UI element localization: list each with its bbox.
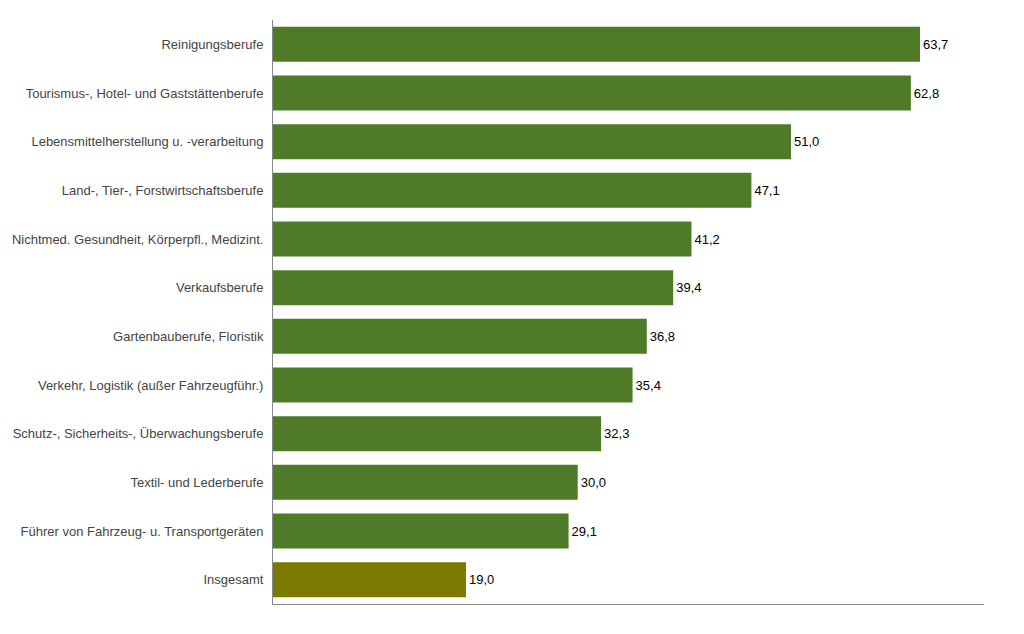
svg-text:39,4: 39,4: [676, 280, 701, 295]
svg-text:29,1: 29,1: [572, 524, 597, 539]
svg-text:35,4: 35,4: [636, 378, 661, 393]
svg-text:Insgesamt: Insgesamt: [203, 572, 263, 587]
svg-text:Gartenbauberufe, Floristik: Gartenbauberufe, Floristik: [113, 329, 264, 344]
svg-text:Land-, Tier-, Forstwirtschafts: Land-, Tier-, Forstwirtschaftsberufe: [62, 183, 264, 198]
svg-text:Verkehr, Logistik (außer Fahrz: Verkehr, Logistik (außer Fahrzeugführ.): [38, 378, 263, 393]
svg-text:62,8: 62,8: [914, 86, 939, 101]
svg-text:30,0: 30,0: [581, 475, 606, 490]
svg-text:36,8: 36,8: [650, 329, 675, 344]
svg-text:Nichtmed. Gesundheit, Körperpf: Nichtmed. Gesundheit, Körperpfl., Medizi…: [12, 232, 263, 247]
svg-text:Tourismus-, Hotel- und Gaststä: Tourismus-, Hotel- und Gaststättenberufe: [26, 86, 264, 101]
svg-text:47,1: 47,1: [754, 183, 779, 198]
svg-text:Textil- und Lederberufe: Textil- und Lederberufe: [130, 475, 263, 490]
svg-text:63,7: 63,7: [923, 37, 948, 52]
svg-text:Reinigungsberufe: Reinigungsberufe: [161, 37, 263, 52]
svg-text:Schutz-, Sicherheits-, Überwac: Schutz-, Sicherheits-, Überwachungsberuf…: [13, 426, 264, 441]
svg-text:19,0: 19,0: [469, 572, 494, 587]
svg-text:Verkaufsberufe: Verkaufsberufe: [176, 280, 263, 295]
svg-text:Lebensmittelherstellung u. -ve: Lebensmittelherstellung u. -verarbeitung: [31, 134, 263, 149]
svg-text:Führer von Fahrzeug- u. Transp: Führer von Fahrzeug- u. Transportgeräten: [21, 524, 264, 539]
svg-text:41,2: 41,2: [694, 232, 719, 247]
svg-text:32,3: 32,3: [604, 426, 629, 441]
svg-text:51,0: 51,0: [794, 134, 819, 149]
